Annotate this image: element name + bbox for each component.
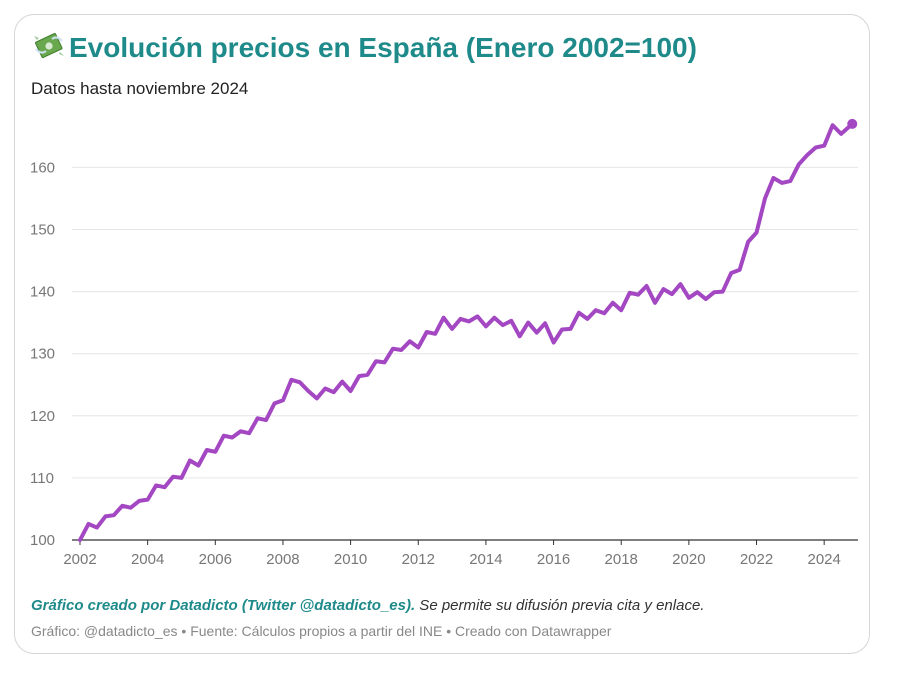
x-tick-label: 2022: [740, 551, 773, 568]
chart-subtitle: Datos hasta noviembre 2024: [31, 79, 249, 98]
x-tick-label: 2004: [131, 551, 164, 568]
credit-notice: Se permite su difusión previa cita y enl…: [415, 597, 705, 614]
y-tick-label: 140: [30, 284, 55, 301]
series-layer: [78, 118, 858, 542]
y-tick-label: 100: [30, 532, 55, 549]
chart-title: Evolución precios en España (Enero 2002=…: [33, 31, 697, 64]
y-tick-label: 130: [30, 346, 55, 363]
y-tick-label: 120: [30, 408, 55, 425]
x-tick-label: 2020: [672, 551, 705, 568]
chart-card: Evolución precios en España (Enero 2002=…: [14, 14, 870, 654]
x-tick-label: 2012: [402, 551, 435, 568]
y-axis-labels: 100 110 120 130 140 150 160: [30, 159, 55, 549]
credit-author: Gráfico creado por Datadicto (Twitter @d…: [31, 597, 416, 614]
chart-title-text: Evolución precios en España (Enero 2002=…: [69, 32, 697, 63]
x-axis: [72, 539, 858, 545]
chart-source: Gráfico: @datadicto_es • Fuente: Cálculo…: [31, 623, 612, 639]
x-tick-label: 2006: [199, 551, 232, 568]
y-tick-label: 110: [30, 470, 54, 487]
x-tick-label: 2002: [63, 551, 96, 568]
x-tick-label: 2024: [807, 551, 840, 568]
money-with-wings-icon: [34, 33, 64, 59]
series-end-point: [847, 118, 858, 129]
y-tick-label: 150: [30, 222, 55, 239]
y-tick-label: 160: [30, 159, 55, 176]
x-tick-label: 2016: [537, 551, 570, 568]
x-tick-label: 2010: [334, 551, 367, 568]
x-tick-label: 2014: [469, 551, 502, 568]
x-tick-label: 2018: [605, 551, 638, 568]
series-line-0: [78, 121, 855, 542]
grid-lines: [72, 166, 858, 479]
x-axis-labels: 2002 2004 2006 2008 2010 2012 2014 2016 2018 2020…: [63, 551, 841, 568]
chart-credit: Gráfico creado por Datadicto (Twitter @d…: [31, 597, 704, 614]
x-tick-label: 2008: [266, 551, 299, 568]
